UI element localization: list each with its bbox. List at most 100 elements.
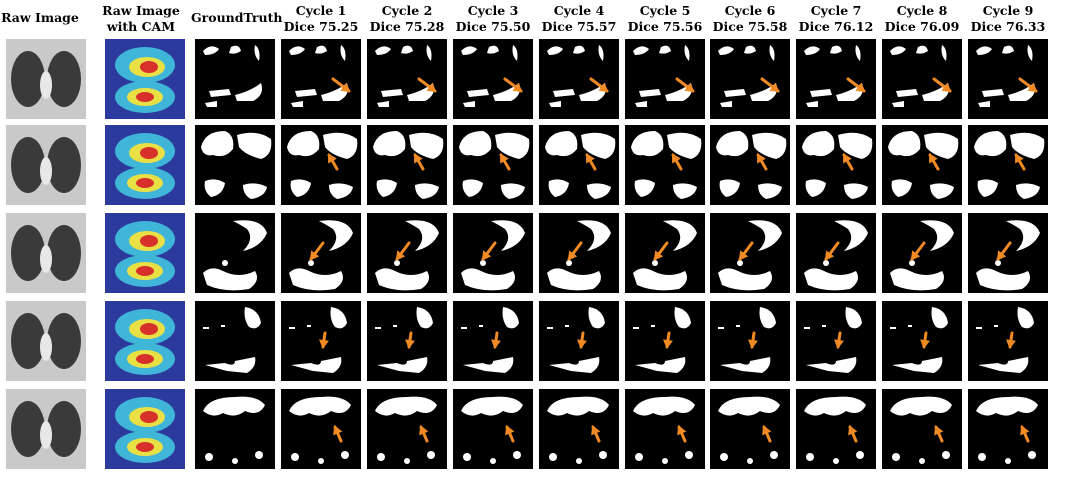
header-cycle-1: Cycle 1 Dice 75.25 — [279, 3, 363, 35]
orange-arrow-icon — [653, 241, 669, 261]
orange-arrow-icon — [920, 331, 930, 349]
header-line1: GroundTruth — [191, 10, 283, 25]
header-line1: Cycle 8 — [896, 3, 948, 18]
header-cycle-4: Cycle 4 Dice 75.57 — [537, 3, 621, 35]
header-line1: Cycle 1 — [295, 3, 347, 18]
header-cycle-6: Cycle 6 Dice 75.58 — [708, 3, 792, 35]
cycle-mask — [539, 39, 619, 119]
header-cycle-7: Cycle 7 Dice 76.12 — [794, 3, 878, 35]
header-line2: Dice 75.56 — [627, 19, 703, 34]
orange-arrow-icon — [413, 153, 425, 171]
orange-arrow-icon — [309, 241, 325, 261]
cycle-mask — [882, 125, 962, 205]
header-line2: Dice 75.28 — [369, 19, 445, 34]
orange-arrow-icon — [910, 241, 926, 261]
raw-ct-image — [6, 389, 86, 469]
header-line1: Cycle 6 — [724, 3, 776, 18]
cycle-mask — [281, 213, 361, 293]
cycle-mask — [539, 389, 619, 469]
header-line2: Dice 76.33 — [970, 19, 1046, 34]
cycle-mask — [539, 213, 619, 293]
cycle-mask — [625, 213, 705, 293]
cycle-mask — [453, 301, 533, 381]
groundtruth-mask — [195, 39, 275, 119]
cam-heatmap-image — [105, 39, 185, 119]
orange-arrow-icon — [748, 331, 758, 349]
orange-arrow-icon — [481, 241, 497, 261]
orange-arrow-icon — [327, 153, 339, 171]
orange-arrow-icon — [842, 153, 854, 171]
cycle-mask — [367, 301, 447, 381]
header-cycle-9: Cycle 9 Dice 76.33 — [966, 3, 1050, 35]
orange-arrow-icon — [663, 331, 673, 349]
orange-arrow-icon — [405, 331, 415, 349]
orange-arrow-icon — [675, 77, 695, 93]
orange-arrow-icon — [762, 425, 772, 443]
orange-arrow-icon — [505, 425, 515, 443]
cycle-mask — [710, 389, 790, 469]
orange-arrow-icon — [333, 425, 343, 443]
raw-ct-image — [6, 301, 86, 381]
cycle-mask — [281, 389, 361, 469]
header-groundtruth: GroundTruth — [191, 10, 283, 26]
orange-arrow-icon — [932, 77, 952, 93]
cycle-mask — [882, 301, 962, 381]
header-cycle-3: Cycle 3 Dice 75.50 — [451, 3, 535, 35]
cycle-mask — [367, 213, 447, 293]
cycle-mask — [710, 213, 790, 293]
header-line1: Raw Image — [102, 3, 180, 18]
header-line2: Dice 75.50 — [455, 19, 531, 34]
raw-ct-image — [6, 39, 86, 119]
orange-arrow-icon — [848, 425, 858, 443]
cycle-mask — [453, 39, 533, 119]
header-cycle-2: Cycle 2 Dice 75.28 — [365, 3, 449, 35]
cycle-mask — [367, 125, 447, 205]
cycle-mask — [367, 39, 447, 119]
header-cycle-8: Cycle 8 Dice 76.09 — [880, 3, 964, 35]
cycle-mask — [453, 213, 533, 293]
cycle-mask — [625, 39, 705, 119]
orange-arrow-icon — [417, 77, 437, 93]
cycle-mask — [539, 125, 619, 205]
orange-arrow-icon — [756, 153, 768, 171]
groundtruth-mask — [195, 301, 275, 381]
orange-arrow-icon — [591, 425, 601, 443]
header-line1: Cycle 4 — [553, 3, 605, 18]
orange-arrow-icon — [577, 331, 587, 349]
cycle-mask — [281, 39, 361, 119]
cycle-mask — [968, 213, 1048, 293]
cycle-mask — [453, 389, 533, 469]
cycle-mask — [796, 39, 876, 119]
header-cycle-5: Cycle 5 Dice 75.56 — [623, 3, 707, 35]
header-raw-image: Raw Image — [0, 10, 82, 26]
cycle-mask — [796, 213, 876, 293]
cycle-mask — [625, 389, 705, 469]
orange-arrow-icon — [846, 77, 866, 93]
orange-arrow-icon — [738, 241, 754, 261]
header-line1: Cycle 7 — [810, 3, 862, 18]
cycle-mask — [968, 39, 1048, 119]
cycle-mask — [796, 389, 876, 469]
cam-heatmap-image — [105, 213, 185, 293]
cycle-mask — [968, 125, 1048, 205]
orange-arrow-icon — [503, 77, 523, 93]
header-line2: with CAM — [106, 19, 176, 34]
orange-arrow-icon — [395, 241, 411, 261]
cam-heatmap-image — [105, 125, 185, 205]
cycle-mask — [796, 125, 876, 205]
orange-arrow-icon — [589, 77, 609, 93]
header-line1: Raw Image — [1, 10, 79, 25]
cycle-mask — [453, 125, 533, 205]
header-line2: Dice 76.09 — [884, 19, 960, 34]
cycle-mask — [710, 39, 790, 119]
orange-arrow-icon — [996, 241, 1012, 261]
orange-arrow-icon — [671, 153, 683, 171]
groundtruth-mask — [195, 125, 275, 205]
header-line1: Cycle 3 — [467, 3, 519, 18]
cycle-mask — [882, 39, 962, 119]
cycle-mask — [882, 213, 962, 293]
header-line2: Dice 76.12 — [798, 19, 874, 34]
header-line2: Dice 75.25 — [283, 19, 359, 34]
orange-arrow-icon — [567, 241, 583, 261]
orange-arrow-icon — [585, 153, 597, 171]
